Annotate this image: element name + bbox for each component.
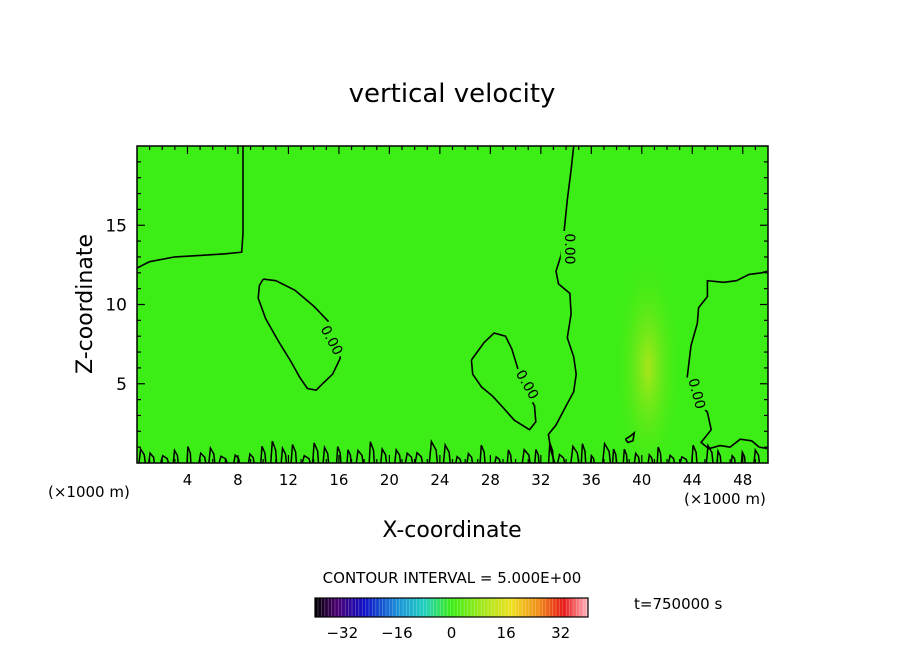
x-tick-label: 16 [329, 471, 348, 489]
x-tick-label: 8 [233, 471, 243, 489]
colorbar-tick-label: −16 [381, 624, 413, 642]
y-tick-label: 15 [105, 216, 127, 236]
colorbar-tick-label: 0 [447, 624, 457, 642]
contour-small-loop [624, 430, 636, 444]
plot-area: 0.000.000.00 0.00 [136, 145, 769, 464]
contour-middle-blob [470, 332, 537, 431]
contour-label-2: 0.00 [561, 233, 577, 264]
contour-center-vertical [547, 146, 578, 463]
colorbar-frame [314, 597, 589, 618]
x-unit-right: (×1000 m) [684, 490, 766, 508]
contour-label-4: 0.00 [684, 377, 708, 411]
y-axis-label: Z-coordinate [73, 234, 98, 374]
colorbar-tick-label: 16 [497, 624, 516, 642]
colorbar-tick-labels: −32 −16 0 16 32 [326, 624, 570, 642]
time-label: t=750000 s [634, 595, 722, 613]
x-axis-label: X-coordinate [382, 518, 521, 543]
x-tick-label: 4 [183, 471, 193, 489]
x-tick-label: 36 [582, 471, 601, 489]
surface-contours [138, 439, 761, 463]
x-tick-label: 48 [733, 471, 752, 489]
chart-title: vertical velocity [349, 79, 556, 109]
x-tick-label: 28 [481, 471, 500, 489]
x-tick-label: 32 [531, 471, 550, 489]
colorbar-stripes [317, 598, 587, 617]
x-tick-label: 44 [683, 471, 702, 489]
velocity-maximum-region [614, 249, 683, 463]
colorbar: −32 −16 0 16 32 [314, 597, 589, 642]
contour-interval: CONTOUR INTERVAL = 5.000E+00 [323, 569, 582, 587]
x-tick-label: 20 [380, 471, 399, 489]
colorbar-gradient [315, 598, 588, 617]
colorbar-tick-label: 32 [551, 624, 570, 642]
x-tick-label: 24 [430, 471, 449, 489]
y-tick-label: 10 [105, 296, 127, 316]
contour-upper-left [137, 146, 244, 269]
x-tick-label: 12 [279, 471, 298, 489]
x-unit-left: (×1000 m) [48, 483, 130, 501]
colorbar-tick-label: −32 [326, 624, 358, 642]
y-tick-labels: 5 10 15 [105, 216, 127, 395]
axis-ticks [137, 146, 768, 463]
y-tick-label: 5 [116, 375, 127, 395]
x-tick-label: 40 [632, 471, 651, 489]
contour-left-blob [257, 278, 342, 391]
x-tick-labels: 4 8 12 16 20 24 28 32 36 40 44 48 [183, 471, 753, 489]
